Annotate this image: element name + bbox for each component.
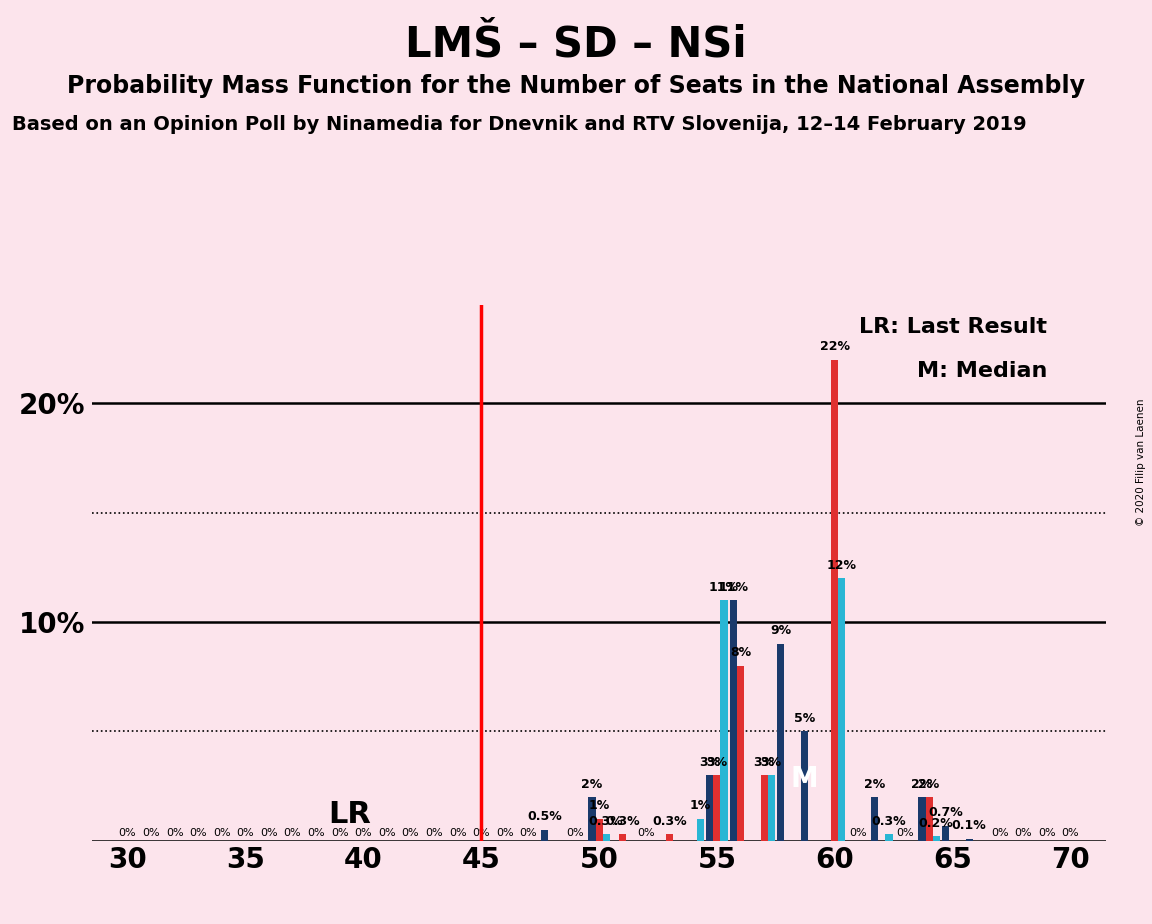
Bar xyxy=(619,834,627,841)
Text: 0%: 0% xyxy=(236,828,255,837)
Text: 2%: 2% xyxy=(911,777,933,791)
Bar xyxy=(760,775,767,841)
Text: 3%: 3% xyxy=(753,756,774,769)
Text: 0%: 0% xyxy=(896,828,915,837)
Text: 0%: 0% xyxy=(425,828,442,837)
Bar xyxy=(832,359,839,841)
Text: 0.3%: 0.3% xyxy=(589,815,623,828)
Text: 0%: 0% xyxy=(495,828,514,837)
Text: M: M xyxy=(790,765,818,793)
Bar xyxy=(918,797,925,841)
Text: 0%: 0% xyxy=(637,828,655,837)
Bar xyxy=(871,797,879,841)
Text: LR: Last Result: LR: Last Result xyxy=(859,317,1047,336)
Bar xyxy=(541,830,548,841)
Text: 12%: 12% xyxy=(827,559,857,572)
Bar xyxy=(713,775,720,841)
Text: 0%: 0% xyxy=(1015,828,1032,837)
Text: 2%: 2% xyxy=(864,777,886,791)
Text: 0%: 0% xyxy=(189,828,207,837)
Text: 2%: 2% xyxy=(918,777,940,791)
Text: 0%: 0% xyxy=(213,828,230,837)
Text: 0%: 0% xyxy=(520,828,537,837)
Text: 0%: 0% xyxy=(849,828,867,837)
Text: 0%: 0% xyxy=(119,828,136,837)
Text: 0%: 0% xyxy=(402,828,419,837)
Text: 0.1%: 0.1% xyxy=(952,819,986,833)
Text: LMŠ – SD – NSi: LMŠ – SD – NSi xyxy=(406,23,746,65)
Text: 22%: 22% xyxy=(820,340,850,353)
Text: 11%: 11% xyxy=(708,580,738,593)
Bar xyxy=(925,797,933,841)
Text: 3%: 3% xyxy=(760,756,782,769)
Bar xyxy=(778,644,785,841)
Text: 0%: 0% xyxy=(449,828,467,837)
Text: 0.7%: 0.7% xyxy=(929,806,963,819)
Text: 0%: 0% xyxy=(331,828,349,837)
Text: 0%: 0% xyxy=(355,828,372,837)
Text: 5%: 5% xyxy=(794,711,814,725)
Text: 1%: 1% xyxy=(589,799,609,812)
Bar xyxy=(596,819,602,841)
Bar xyxy=(697,819,704,841)
Bar xyxy=(666,834,673,841)
Text: 0.3%: 0.3% xyxy=(872,815,907,828)
Text: Probability Mass Function for the Number of Seats in the National Assembly: Probability Mass Function for the Number… xyxy=(67,74,1085,98)
Text: 8%: 8% xyxy=(730,646,751,660)
Bar xyxy=(942,825,949,841)
Bar xyxy=(886,834,893,841)
Text: 1%: 1% xyxy=(690,799,711,812)
Text: 0%: 0% xyxy=(143,828,160,837)
Bar xyxy=(706,775,713,841)
Text: 9%: 9% xyxy=(770,625,791,638)
Bar xyxy=(737,666,744,841)
Bar xyxy=(965,839,972,841)
Text: 3%: 3% xyxy=(699,756,720,769)
Text: 0.3%: 0.3% xyxy=(605,815,639,828)
Text: 0.5%: 0.5% xyxy=(528,810,562,823)
Bar xyxy=(720,601,728,841)
Text: 0%: 0% xyxy=(991,828,1009,837)
Bar xyxy=(933,836,940,841)
Bar xyxy=(839,578,846,841)
Text: 2%: 2% xyxy=(582,777,602,791)
Text: 0.3%: 0.3% xyxy=(652,815,687,828)
Text: LR: LR xyxy=(328,800,371,830)
Bar xyxy=(589,797,596,841)
Text: 0%: 0% xyxy=(1062,828,1079,837)
Text: 3%: 3% xyxy=(706,756,727,769)
Text: 0%: 0% xyxy=(260,828,278,837)
Bar xyxy=(730,601,737,841)
Text: © 2020 Filip van Laenen: © 2020 Filip van Laenen xyxy=(1136,398,1146,526)
Bar xyxy=(767,775,774,841)
Text: 0%: 0% xyxy=(308,828,325,837)
Bar xyxy=(801,732,808,841)
Text: M: Median: M: Median xyxy=(917,360,1047,381)
Text: 0.2%: 0.2% xyxy=(919,817,954,830)
Text: 11%: 11% xyxy=(719,580,749,593)
Text: Based on an Opinion Poll by Ninamedia for Dnevnik and RTV Slovenija, 12–14 Febru: Based on an Opinion Poll by Ninamedia fo… xyxy=(12,116,1026,135)
Text: 0%: 0% xyxy=(472,828,490,837)
Text: 0%: 0% xyxy=(283,828,302,837)
Text: 0%: 0% xyxy=(567,828,584,837)
Text: 0%: 0% xyxy=(166,828,183,837)
Bar xyxy=(602,834,609,841)
Text: 0%: 0% xyxy=(1038,828,1055,837)
Text: 0%: 0% xyxy=(378,828,395,837)
